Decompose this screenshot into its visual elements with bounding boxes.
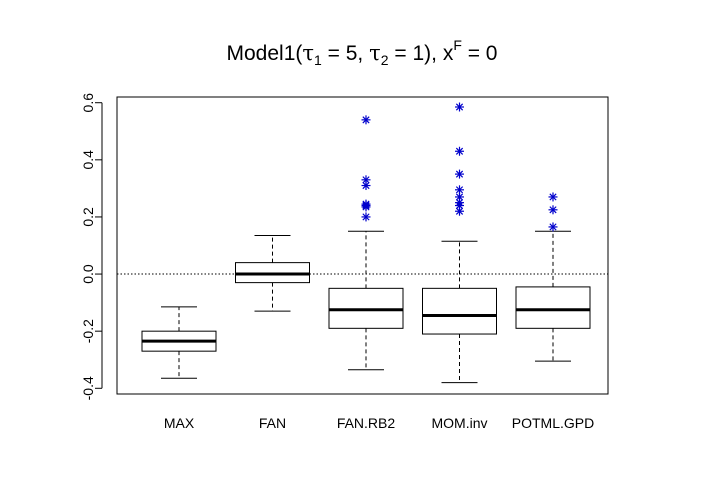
title-tau1-subscript: 1 <box>314 52 322 68</box>
title-x-symbol: x <box>443 42 454 65</box>
outlier-point <box>455 169 464 179</box>
outlier-point <box>361 115 371 125</box>
outlier-point <box>361 212 371 222</box>
outlier-stroke <box>455 207 464 215</box>
plot-frame <box>116 96 609 395</box>
outlier-stroke <box>455 170 464 178</box>
outlier-stroke <box>455 147 464 155</box>
outlier-stroke <box>455 193 464 201</box>
y-tick-label: -0.2 <box>80 319 96 343</box>
outlier-stroke <box>362 213 370 221</box>
title-close-paren: ), <box>424 42 443 65</box>
outlier-point <box>455 206 464 216</box>
outlier-point <box>455 102 464 112</box>
outlier-stroke <box>549 223 557 231</box>
outlier-stroke <box>362 181 370 190</box>
outlier-stroke <box>362 176 370 184</box>
outlier-stroke <box>549 193 557 201</box>
y-axis: -0.4 -0.2 0.0 0.2 0.4 0.6 <box>80 93 103 400</box>
y-tick-label: 0.4 <box>80 150 96 170</box>
box-potml-gpd <box>515 192 591 362</box>
title-x-value: = 0 <box>462 42 498 65</box>
outlier-point <box>455 192 464 202</box>
y-tick-label: 0.2 <box>80 207 96 227</box>
y-tick-label: -0.4 <box>80 376 96 400</box>
title-tau1-symbol: τ <box>302 41 314 65</box>
outlier-stroke <box>362 116 370 124</box>
x-tick-label: MOM.inv <box>432 415 488 431</box>
title-tau2-value: = 1 <box>389 42 425 65</box>
outlier-point <box>361 202 371 212</box>
chart-title: Model1(τ1 = 5, τ2 = 1), xF = 0 <box>227 37 498 68</box>
outlier-stroke <box>455 103 464 111</box>
x-axis: MAX FAN FAN.RB2 MOM.inv POTML.GPD <box>164 415 594 431</box>
outlier-point <box>361 181 371 191</box>
outlier-stroke <box>455 186 464 194</box>
outlier-stroke <box>455 201 464 210</box>
title-open-paren: ( <box>295 42 302 65</box>
box-fan <box>235 235 310 312</box>
outlier-point <box>361 175 371 185</box>
x-tick-label: MAX <box>164 415 195 431</box>
outlier-stroke <box>362 203 370 211</box>
title-x-superscript: F <box>453 37 462 53</box>
x-tick-label: POTML.GPD <box>512 415 594 431</box>
y-tick-label: 0.0 <box>80 264 96 284</box>
outlier-point <box>548 222 558 232</box>
title-tau2-symbol: τ <box>369 41 381 65</box>
outlier-stroke <box>549 206 557 214</box>
box-max <box>141 306 217 379</box>
title-prefix: Model1 <box>227 42 296 65</box>
y-tick-label: 0.6 <box>80 93 96 113</box>
boxes-group <box>141 102 591 384</box>
iqr-box <box>422 287 497 335</box>
title-tau2-subscript: 2 <box>381 52 389 68</box>
outlier-point <box>455 201 464 211</box>
x-tick-label: FAN <box>259 415 286 431</box>
x-tick-label: FAN.RB2 <box>337 415 396 431</box>
title-tau1-value: = 5, <box>322 42 369 65</box>
iqr-box <box>515 286 591 329</box>
outlier-point <box>548 205 558 215</box>
outlier-point <box>548 192 558 202</box>
box-mom-inv <box>422 102 497 384</box>
box-fan-rb2 <box>328 115 404 371</box>
outlier-point <box>455 146 464 156</box>
